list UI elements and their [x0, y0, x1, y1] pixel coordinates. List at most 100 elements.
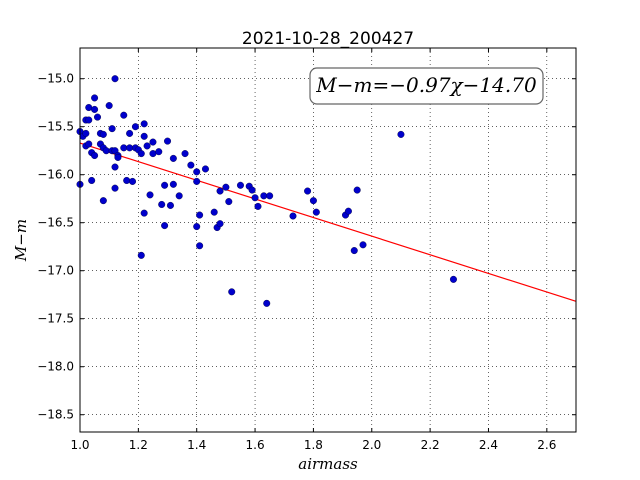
fit-line — [79, 142, 577, 302]
data-point — [251, 194, 259, 202]
y-tick-label: −17.0 — [37, 264, 74, 278]
data-point — [143, 142, 151, 150]
x-tick-labels: 1.0 1.2 1.4 1.6 1.8 2.0 2.2 2.4 2.6 — [70, 438, 556, 452]
data-point — [85, 104, 93, 112]
data-point — [149, 138, 157, 146]
data-points — [76, 75, 457, 307]
data-point — [254, 202, 262, 210]
plot-frame — [79, 47, 577, 433]
data-point — [111, 163, 119, 171]
data-point — [289, 212, 297, 220]
data-point — [82, 129, 90, 137]
data-point — [85, 116, 93, 124]
fit-line-group — [79, 142, 577, 302]
data-point — [111, 75, 119, 83]
ticks — [79, 48, 576, 432]
y-tick-label: −15.0 — [37, 72, 74, 86]
data-point — [114, 153, 122, 161]
data-point — [85, 140, 93, 148]
data-point — [161, 181, 169, 189]
data-point — [228, 288, 236, 296]
data-point — [266, 192, 274, 200]
data-point — [169, 154, 177, 162]
data-point — [397, 130, 405, 138]
data-point — [94, 113, 102, 121]
data-point — [248, 186, 256, 194]
x-tick-label: 1.4 — [187, 438, 206, 452]
data-point — [169, 180, 177, 188]
x-tick-label: 2.6 — [537, 438, 556, 452]
x-axis-label: airmass — [298, 455, 358, 473]
y-tick-labels: −15.0 −15.5 −16.0 −16.5 −17.0 −17.5 −18.0 −18.5 — [37, 72, 74, 422]
x-tick-label: 2.0 — [362, 438, 381, 452]
data-point — [312, 208, 320, 216]
equation-box-frame — [309, 67, 544, 105]
data-point — [193, 177, 201, 185]
data-point — [353, 186, 361, 194]
data-point — [140, 209, 148, 217]
data-point — [120, 144, 128, 152]
data-point — [99, 197, 107, 205]
data-point — [140, 120, 148, 128]
data-point — [350, 247, 358, 255]
data-point — [88, 176, 96, 184]
data-point — [260, 192, 268, 200]
y-axis-label: M−m — [12, 219, 30, 262]
data-point — [158, 200, 166, 208]
data-point — [344, 207, 352, 215]
data-point — [149, 150, 157, 158]
data-point — [161, 222, 169, 230]
data-point — [91, 152, 99, 160]
data-point — [222, 183, 230, 191]
x-tick-label: 1.2 — [129, 438, 148, 452]
data-point — [105, 102, 113, 110]
data-point — [155, 148, 163, 156]
y-tick-label: −16.5 — [37, 216, 74, 230]
y-tick-label: −15.5 — [37, 120, 74, 134]
data-point — [193, 223, 201, 231]
data-point — [309, 197, 317, 205]
data-point — [111, 184, 119, 192]
chart-title: 2021-10-28_200427 — [242, 29, 414, 49]
x-tick-label: 2.2 — [421, 438, 440, 452]
data-point — [304, 187, 312, 195]
y-tick-label: −17.5 — [37, 312, 74, 326]
data-point — [123, 176, 131, 184]
data-point — [137, 150, 145, 158]
data-point — [193, 168, 201, 176]
y-tick-label: −18.5 — [37, 408, 74, 422]
data-point — [126, 129, 134, 137]
data-point — [146, 191, 154, 199]
data-point — [91, 94, 99, 102]
data-point — [216, 187, 224, 195]
x-tick-label: 1.0 — [70, 438, 89, 452]
equation-box: M−m=−0.97χ−14.70 — [309, 67, 544, 105]
data-point — [164, 137, 172, 145]
data-point — [210, 208, 218, 216]
data-point — [140, 132, 148, 140]
x-tick-label: 1.6 — [246, 438, 265, 452]
data-point — [359, 241, 367, 249]
data-point — [263, 299, 271, 307]
data-point — [175, 192, 183, 200]
data-point — [129, 177, 137, 185]
data-point — [102, 147, 110, 155]
y-tick-label: −18.0 — [37, 360, 74, 374]
data-point — [187, 161, 195, 169]
data-point — [131, 123, 139, 131]
data-point — [181, 150, 189, 158]
data-point — [196, 242, 204, 250]
data-point — [196, 211, 204, 219]
data-point — [99, 130, 107, 138]
data-point — [166, 201, 174, 209]
data-point — [449, 275, 457, 283]
data-point — [236, 181, 244, 189]
fit-equation: M−m=−0.97χ−14.70 — [315, 73, 537, 97]
y-tick-label: −16.0 — [37, 168, 74, 182]
data-point — [108, 125, 116, 133]
data-point — [201, 165, 209, 173]
x-tick-label: 1.8 — [304, 438, 323, 452]
x-tick-label: 2.4 — [479, 438, 498, 452]
data-point — [216, 220, 224, 228]
